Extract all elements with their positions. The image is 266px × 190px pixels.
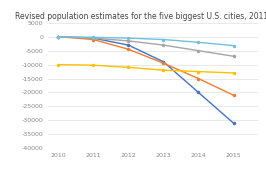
New York City <box>127 44 130 46</box>
Chicago <box>57 36 60 38</box>
Chicago <box>127 40 130 42</box>
Houston <box>162 69 165 71</box>
Philadelphia <box>92 36 95 38</box>
Chicago <box>92 37 95 39</box>
Line: Philadelphia: Philadelphia <box>57 36 235 47</box>
Line: Houston: Houston <box>57 64 235 74</box>
Los Angeles (city) <box>57 36 60 38</box>
Line: Chicago: Chicago <box>57 36 235 57</box>
Los Angeles (city) <box>162 62 165 64</box>
Los Angeles (city) <box>127 48 130 50</box>
Title: Revised population estimates for the five biggest U.S. cities, 2011-2015: Revised population estimates for the fiv… <box>15 12 266 21</box>
Line: New York City: New York City <box>57 36 235 124</box>
New York City <box>197 91 200 94</box>
Chicago <box>232 55 235 57</box>
New York City <box>92 37 95 39</box>
Los Angeles (city) <box>197 77 200 80</box>
New York City <box>232 122 235 124</box>
Houston <box>197 70 200 73</box>
Line: Los Angeles (city): Los Angeles (city) <box>57 36 235 96</box>
Philadelphia <box>232 44 235 47</box>
Chicago <box>162 44 165 46</box>
Philadelphia <box>57 36 60 38</box>
New York City <box>57 36 60 38</box>
New York City <box>162 61 165 63</box>
Philadelphia <box>127 37 130 39</box>
Chicago <box>197 50 200 52</box>
Houston <box>57 63 60 66</box>
Philadelphia <box>197 41 200 44</box>
Houston <box>232 72 235 74</box>
Houston <box>92 64 95 66</box>
Los Angeles (city) <box>232 94 235 96</box>
Philadelphia <box>162 38 165 41</box>
Houston <box>127 66 130 69</box>
Los Angeles (city) <box>92 38 95 41</box>
